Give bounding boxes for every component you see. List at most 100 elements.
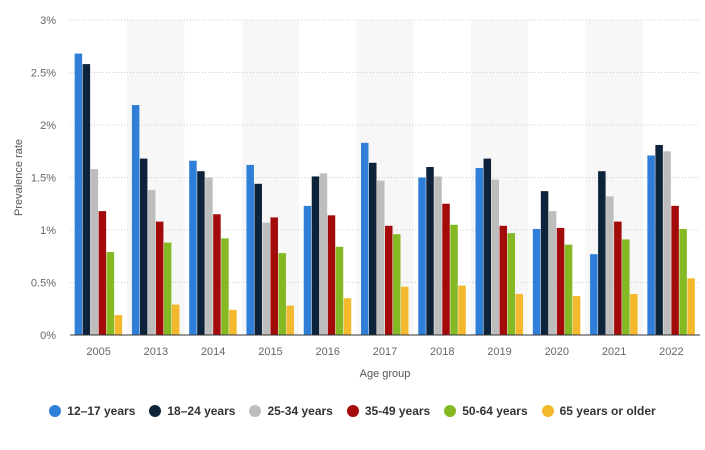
bar [401,286,409,335]
bar [147,190,156,335]
bar [361,142,369,335]
legend-swatch [346,405,359,417]
bar [205,177,213,335]
y-axis-ticks: 0% 0.5% 1% 1.5% 2% 2.5% 3% [31,15,56,342]
bar [369,162,377,335]
legend-item[interactable]: 50-64 years [444,404,528,418]
bar [434,176,442,335]
bar [540,191,549,335]
bar [262,222,270,335]
legend-swatch [541,405,554,417]
legend-label: 65 years or older [559,404,656,418]
bar-chart: 0% 0.5% 1% 1.5% 2% 2.5% 3% 2005 2013 2014 2015 201… [13,15,700,380]
bar [139,158,148,335]
bar [450,224,458,335]
y-tick-label: 1.5% [31,173,56,185]
x-tick-label: 2017 [373,346,397,358]
x-tick-label: 2021 [602,346,626,358]
bar [671,205,679,335]
bar [74,53,83,335]
bar [622,239,630,335]
legend-swatch [249,405,262,417]
bar [483,158,492,335]
bar [106,252,115,335]
x-axis-ticks: 2005 2013 2014 2015 2016 2017 2018 2019 2020 2021… [86,346,683,358]
legend-item[interactable]: 25-34 years [249,404,333,418]
bar [155,221,164,335]
bar [385,225,393,335]
bar [270,217,278,335]
bar [303,205,312,335]
legend-item[interactable]: 18–24 years [149,404,235,418]
bar [418,177,426,335]
bar [229,309,237,335]
x-tick-label: 2020 [545,346,569,358]
bar [319,173,328,335]
bar [114,315,123,335]
bar [221,238,229,335]
legend-label: 18–24 years [167,404,236,418]
legend-item[interactable]: 65 years or older [541,404,656,418]
bar [189,160,197,335]
bar [515,294,524,335]
bar [499,225,508,335]
bar [614,221,622,335]
legend-swatch [49,405,62,417]
bar [171,304,180,335]
x-tick-label: 2016 [315,346,339,358]
bar [630,294,638,335]
x-tick-label: 2005 [86,346,110,358]
x-tick-label: 2014 [201,346,225,358]
x-tick-label: 2015 [258,346,282,358]
y-tick-label: 1% [40,225,56,237]
bar [572,296,581,335]
bar [598,171,606,335]
legend-item[interactable]: 12–17 years [49,404,135,418]
x-tick-label: 2019 [487,346,511,358]
bar [377,180,385,335]
bar [286,305,294,335]
bar [687,278,695,335]
y-axis-title: Prevalence rate [13,139,25,216]
y-tick-label: 2% [40,120,56,132]
bar [491,179,500,335]
legend-label: 12–17 years [67,404,136,418]
bar [442,203,450,335]
legend-swatch [444,405,457,417]
bar [426,167,434,335]
x-tick-label: 2013 [144,346,168,358]
y-tick-label: 3% [40,15,56,27]
legend-item[interactable]: 35-49 years [346,404,431,418]
bar [98,211,107,335]
bar [393,234,401,335]
legend-label: 50-64 years [462,404,528,418]
x-tick-label: 2018 [430,346,454,358]
y-tick-label: 0% [40,330,56,342]
x-tick-label: 2022 [659,346,683,358]
x-axis-title: Age group [360,368,411,380]
bar [679,228,687,335]
bar [335,246,344,335]
y-tick-label: 2.5% [31,68,56,80]
bars [74,53,695,335]
bar [590,254,598,335]
bar [556,227,565,335]
legend-swatch [149,405,162,417]
bar [278,253,286,335]
bar [213,214,221,335]
bar [548,211,557,335]
legend-label: 25-34 years [267,404,333,418]
bar [82,64,91,335]
bar [254,183,262,335]
bar [606,196,614,335]
legend-label: 35-49 years [364,404,431,418]
bar [655,144,663,335]
bar [532,228,541,335]
bar [663,151,671,335]
bar [458,285,466,335]
bar [197,171,205,335]
bar [507,233,516,335]
bar [131,105,140,335]
bar [343,298,352,335]
bar [163,242,172,335]
